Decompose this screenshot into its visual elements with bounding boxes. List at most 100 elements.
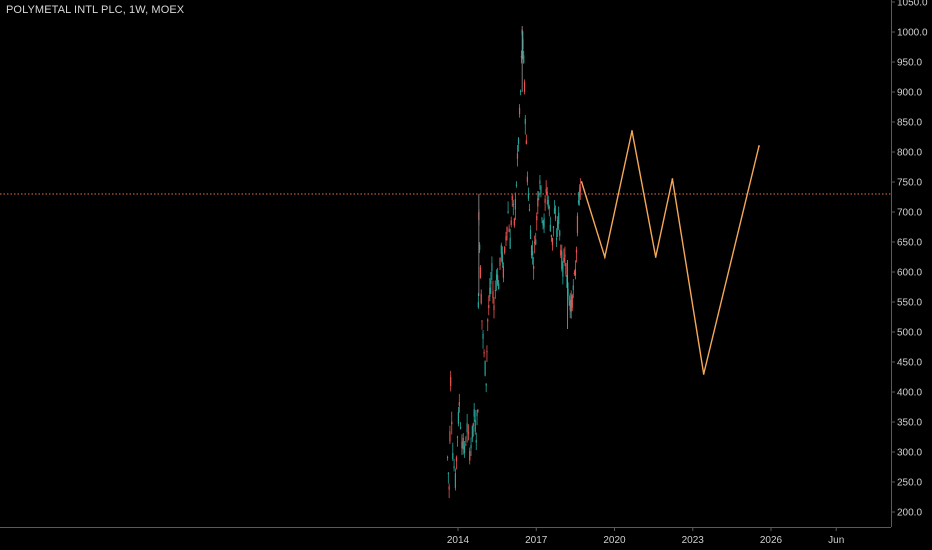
candle-body xyxy=(473,409,475,417)
projection-line[interactable] xyxy=(580,130,760,375)
candle-body xyxy=(509,237,511,249)
candle-body xyxy=(562,263,564,277)
candle-body xyxy=(488,305,490,309)
candle-body xyxy=(520,90,522,92)
candle-body xyxy=(575,250,578,253)
candle-body xyxy=(477,409,479,413)
candle-body xyxy=(531,250,534,256)
candle-body xyxy=(474,419,476,432)
y-tick-label: 800.0 xyxy=(897,148,922,159)
candle-body xyxy=(475,440,477,443)
candle-body xyxy=(554,215,557,219)
candle-body xyxy=(517,138,520,145)
candle-body xyxy=(502,266,504,278)
candle-body xyxy=(567,288,569,295)
candle-body xyxy=(565,263,567,275)
y-tick-label: 250.0 xyxy=(897,478,922,489)
y-tick-label: 850.0 xyxy=(897,118,922,129)
candle-body xyxy=(542,221,544,225)
candle-body xyxy=(484,361,486,376)
candle-body xyxy=(457,412,459,424)
candle-body xyxy=(518,107,521,115)
candle-body xyxy=(523,82,526,92)
candle-body xyxy=(458,402,460,406)
y-tick-label: 1000.0 xyxy=(897,28,928,39)
candle-body xyxy=(449,431,451,442)
projection-point xyxy=(654,256,657,258)
candle-body xyxy=(569,300,571,311)
candle-body xyxy=(568,296,570,301)
candle-body xyxy=(482,333,484,339)
y-tick-label: 500.0 xyxy=(897,328,922,339)
candle-body xyxy=(541,218,543,220)
candle-body xyxy=(564,254,566,257)
candle-body xyxy=(535,239,537,245)
projection-point xyxy=(671,178,674,180)
candle-body xyxy=(539,180,541,184)
candle-body xyxy=(456,436,459,438)
candle-body xyxy=(472,423,474,427)
candle-body xyxy=(560,250,562,256)
candle-body xyxy=(466,423,468,433)
candle-body xyxy=(501,252,503,264)
candle-body xyxy=(538,192,540,197)
x-tick-label: 2026 xyxy=(760,535,783,546)
candle-body xyxy=(499,257,501,266)
candle-body xyxy=(491,263,493,272)
candle-body xyxy=(500,245,502,254)
candle-body xyxy=(467,432,470,434)
candle-body xyxy=(510,220,512,225)
candle-body xyxy=(497,275,499,285)
candle-body xyxy=(446,456,449,459)
y-tick-label: 1050.0 xyxy=(897,0,928,9)
candle-body xyxy=(548,206,550,209)
y-tick-label: 400.0 xyxy=(897,388,922,399)
candle-body xyxy=(463,445,466,454)
candle-body xyxy=(577,200,580,204)
candle-body xyxy=(523,55,525,63)
candle-body xyxy=(496,274,498,281)
candle-body xyxy=(507,211,509,213)
y-tick-label: 550.0 xyxy=(897,298,922,309)
candle-body xyxy=(450,376,452,387)
candle-body xyxy=(508,228,510,232)
candle-body xyxy=(451,421,453,425)
candle-body xyxy=(487,319,489,322)
candle-body xyxy=(566,275,568,288)
projection-point xyxy=(580,181,583,183)
candle-body xyxy=(453,466,455,469)
candle-body xyxy=(529,230,532,239)
y-tick-label: 450.0 xyxy=(897,358,922,369)
x-tick-label: 2017 xyxy=(525,535,548,546)
candle-body xyxy=(489,287,491,297)
candle-body xyxy=(545,188,547,193)
candle-body xyxy=(552,226,555,229)
x-tick-label: Jun xyxy=(828,535,844,546)
candle-body xyxy=(571,295,573,308)
candle-body xyxy=(555,238,558,240)
candle-body xyxy=(574,268,576,276)
candle-body xyxy=(479,244,481,250)
candle-body xyxy=(550,234,552,237)
candle-body xyxy=(546,191,548,196)
candle-body xyxy=(553,208,556,214)
candle-body xyxy=(512,203,514,206)
candle-body xyxy=(516,153,519,159)
candle-body xyxy=(483,352,485,354)
x-tick-label: 2014 xyxy=(447,535,470,546)
candle-body xyxy=(570,299,572,312)
candle-body xyxy=(540,186,542,194)
y-tick-label: 650.0 xyxy=(897,238,922,249)
candle-body xyxy=(551,237,554,246)
candle-body xyxy=(492,291,494,298)
candle-body xyxy=(534,241,536,244)
candle-body xyxy=(455,457,458,462)
y-tick-label: 200.0 xyxy=(897,508,922,519)
candle-body xyxy=(448,486,450,490)
y-tick-label: 750.0 xyxy=(897,178,922,189)
candle-body xyxy=(515,184,518,187)
candle-body xyxy=(549,224,551,232)
candle-body xyxy=(460,426,462,429)
